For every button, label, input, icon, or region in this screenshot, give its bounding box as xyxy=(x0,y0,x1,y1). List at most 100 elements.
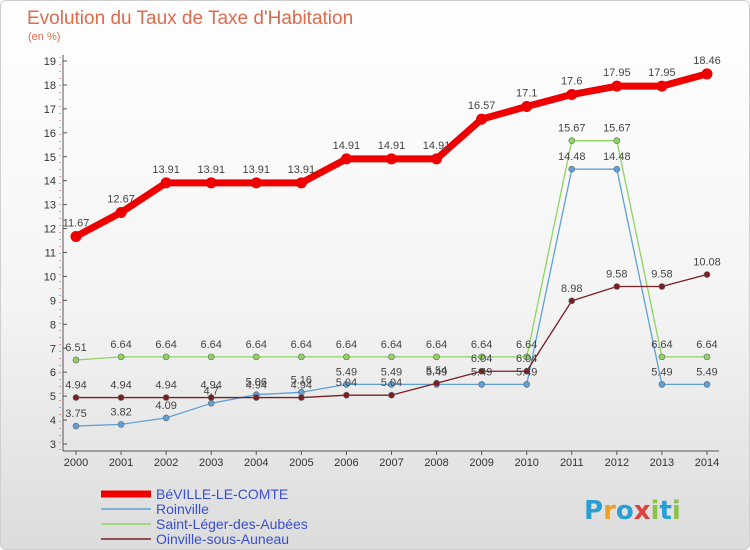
data-point xyxy=(343,391,350,399)
x-tick-label: 2008 xyxy=(424,457,448,469)
data-label: 4.94 xyxy=(110,380,131,392)
legend-label: Roinville xyxy=(156,501,209,517)
x-tick-label: 2006 xyxy=(334,457,358,469)
data-label: 6.64 xyxy=(651,339,672,351)
y-tick-label: 16 xyxy=(44,128,56,140)
y-tick-label: 10 xyxy=(44,271,56,283)
data-label: 17.1 xyxy=(516,87,537,99)
x-tick-label: 2012 xyxy=(605,457,629,469)
data-label: 5.49 xyxy=(471,366,492,378)
data-label: 17.95 xyxy=(603,67,631,79)
data-label: 5.06 xyxy=(246,377,267,389)
data-label: 9.58 xyxy=(651,268,672,280)
data-point xyxy=(250,177,262,189)
legend-label: Oinville-sous-Auneau xyxy=(156,531,289,547)
data-point xyxy=(340,153,352,165)
x-tick-label: 2005 xyxy=(289,457,313,469)
data-point xyxy=(117,421,125,428)
chart-subtitle: (en %) xyxy=(28,31,60,43)
data-point xyxy=(115,207,127,219)
data-point xyxy=(295,177,307,189)
data-label: 6.64 xyxy=(696,339,717,351)
data-label: 14.91 xyxy=(423,140,451,152)
y-tick-label: 15 xyxy=(44,152,56,164)
data-label: 14.48 xyxy=(603,151,631,163)
data-point xyxy=(478,353,485,361)
data-point xyxy=(523,353,531,361)
data-point xyxy=(160,177,172,189)
data-label: 5.49 xyxy=(516,366,537,378)
data-label: 14.48 xyxy=(558,151,586,163)
data-point xyxy=(658,353,666,361)
data-label: 4.94 xyxy=(291,380,312,392)
data-point xyxy=(72,394,80,401)
data-label: 6.64 xyxy=(471,339,492,351)
data-label: 15.67 xyxy=(603,123,631,135)
data-label: 6.64 xyxy=(200,339,221,351)
y-tick-label: 8 xyxy=(50,319,56,331)
x-tick-label: 2009 xyxy=(469,457,493,469)
x-tick-label: 2002 xyxy=(154,457,178,469)
data-label: 16.57 xyxy=(468,100,496,112)
data-label: 10.08 xyxy=(693,257,721,269)
data-point xyxy=(476,113,488,125)
data-point xyxy=(298,353,305,361)
data-label: 5.04 xyxy=(381,377,402,389)
data-label: 3.75 xyxy=(65,408,86,420)
data-label: 11.67 xyxy=(63,217,90,229)
data-label: 14.91 xyxy=(333,140,361,152)
data-label: 13.91 xyxy=(152,164,180,176)
data-point xyxy=(658,283,666,290)
x-tick-label: 2004 xyxy=(244,457,268,469)
data-point xyxy=(523,381,531,388)
data-label: 6.64 xyxy=(155,339,176,351)
data-label: 5.49 xyxy=(336,366,357,378)
y-tick-label: 11 xyxy=(45,248,56,260)
data-label: 18.46 xyxy=(693,55,721,67)
data-point xyxy=(298,394,305,401)
y-tick-label: 14 xyxy=(44,176,56,188)
data-point xyxy=(72,422,80,430)
data-label: 6.64 xyxy=(246,339,267,351)
data-label: 13.91 xyxy=(243,164,271,176)
y-tick-label: 13 xyxy=(44,200,56,212)
data-label: 17.95 xyxy=(648,67,676,79)
data-point xyxy=(207,394,215,401)
data-label: 6.04 xyxy=(516,353,537,365)
data-label: 13.91 xyxy=(197,164,225,176)
data-label: 6.64 xyxy=(426,339,447,351)
x-tick-label: 2014 xyxy=(695,457,719,469)
legend: BéVILLE-LE-COMTERoinvilleSaint-Léger-des… xyxy=(101,486,308,547)
data-label: 17.6 xyxy=(561,76,582,88)
data-point xyxy=(478,367,485,375)
legend-label: Saint-Léger-des-Aubées xyxy=(156,516,308,532)
proxiti-logo: Proxiti xyxy=(584,496,681,526)
x-tick-label: 2003 xyxy=(199,457,223,469)
data-point xyxy=(613,137,621,145)
data-point xyxy=(117,353,125,361)
axes: 3 4 5 6 7 8 9 10 11 12 13 14 15 16 17 18 19 2000 2001 2002 2… xyxy=(44,55,719,469)
data-point xyxy=(207,400,215,407)
data-label: 5.49 xyxy=(381,366,402,378)
data-point xyxy=(656,80,668,92)
x-tick-label: 2001 xyxy=(109,457,133,469)
y-tick-label: 3 xyxy=(50,439,56,451)
data-labels: 6.51 6.64 6.64 6.64 6.64 6.64 6.64 6.64 6.64 6.64… xyxy=(63,55,721,420)
data-point xyxy=(611,80,623,92)
x-tick-label: 2013 xyxy=(650,457,674,469)
data-point xyxy=(703,271,711,278)
data-point xyxy=(205,177,217,189)
data-point xyxy=(343,353,350,361)
data-point xyxy=(70,230,82,242)
data-point xyxy=(568,297,576,305)
data-label: 12.67 xyxy=(107,194,135,206)
data-label: 8.98 xyxy=(561,283,582,295)
data-label: 5.49 xyxy=(426,366,447,378)
data-point xyxy=(566,89,578,101)
y-tick-label: 5 xyxy=(50,391,56,403)
data-point xyxy=(701,68,713,80)
data-point xyxy=(72,356,80,364)
data-label: 6.64 xyxy=(381,339,402,351)
data-point xyxy=(117,394,125,401)
